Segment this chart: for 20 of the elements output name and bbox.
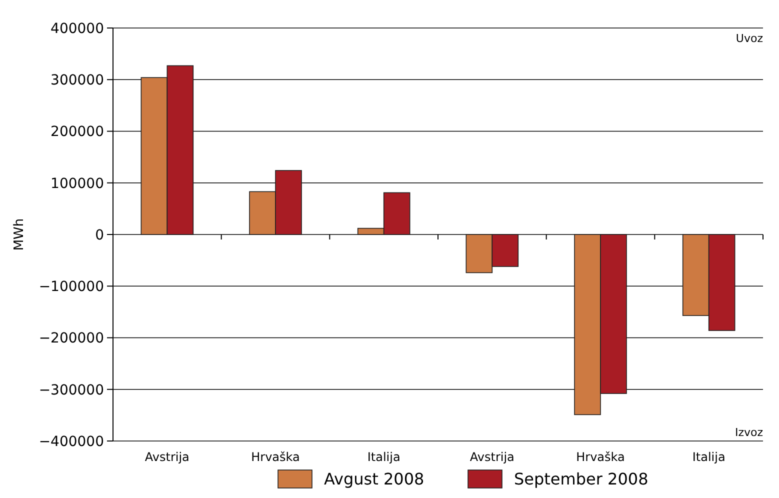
y-tick-label: 400000 (50, 20, 104, 37)
y-tick-label: −200000 (38, 330, 104, 347)
x-tick-label: Italija (367, 450, 400, 464)
x-tick-label: Avstrija (470, 450, 514, 464)
x-tick-label: Avstrija (144, 450, 190, 464)
annotation: Uvoz (736, 32, 764, 45)
x-tick-label: Hrvaška (576, 450, 625, 464)
annotation: Izvoz (734, 426, 764, 439)
y-tick-label: −100000 (38, 279, 104, 296)
legend-label: September 2008 (514, 470, 648, 489)
y-tick-label: 0 (95, 227, 104, 244)
x-tick-label: Hrvaška (251, 450, 300, 464)
y-axis-title: MWh (12, 218, 27, 251)
y-tick-label: 300000 (50, 72, 104, 89)
y-tick-label: 200000 (50, 124, 104, 140)
legend-label: Avgust 2008 (324, 470, 424, 489)
y-tick-label: −400000 (38, 434, 104, 450)
y-tick-label: −300000 (38, 382, 104, 398)
y-tick-label: 100000 (50, 176, 104, 192)
x-tick-label: Italija (692, 450, 726, 464)
